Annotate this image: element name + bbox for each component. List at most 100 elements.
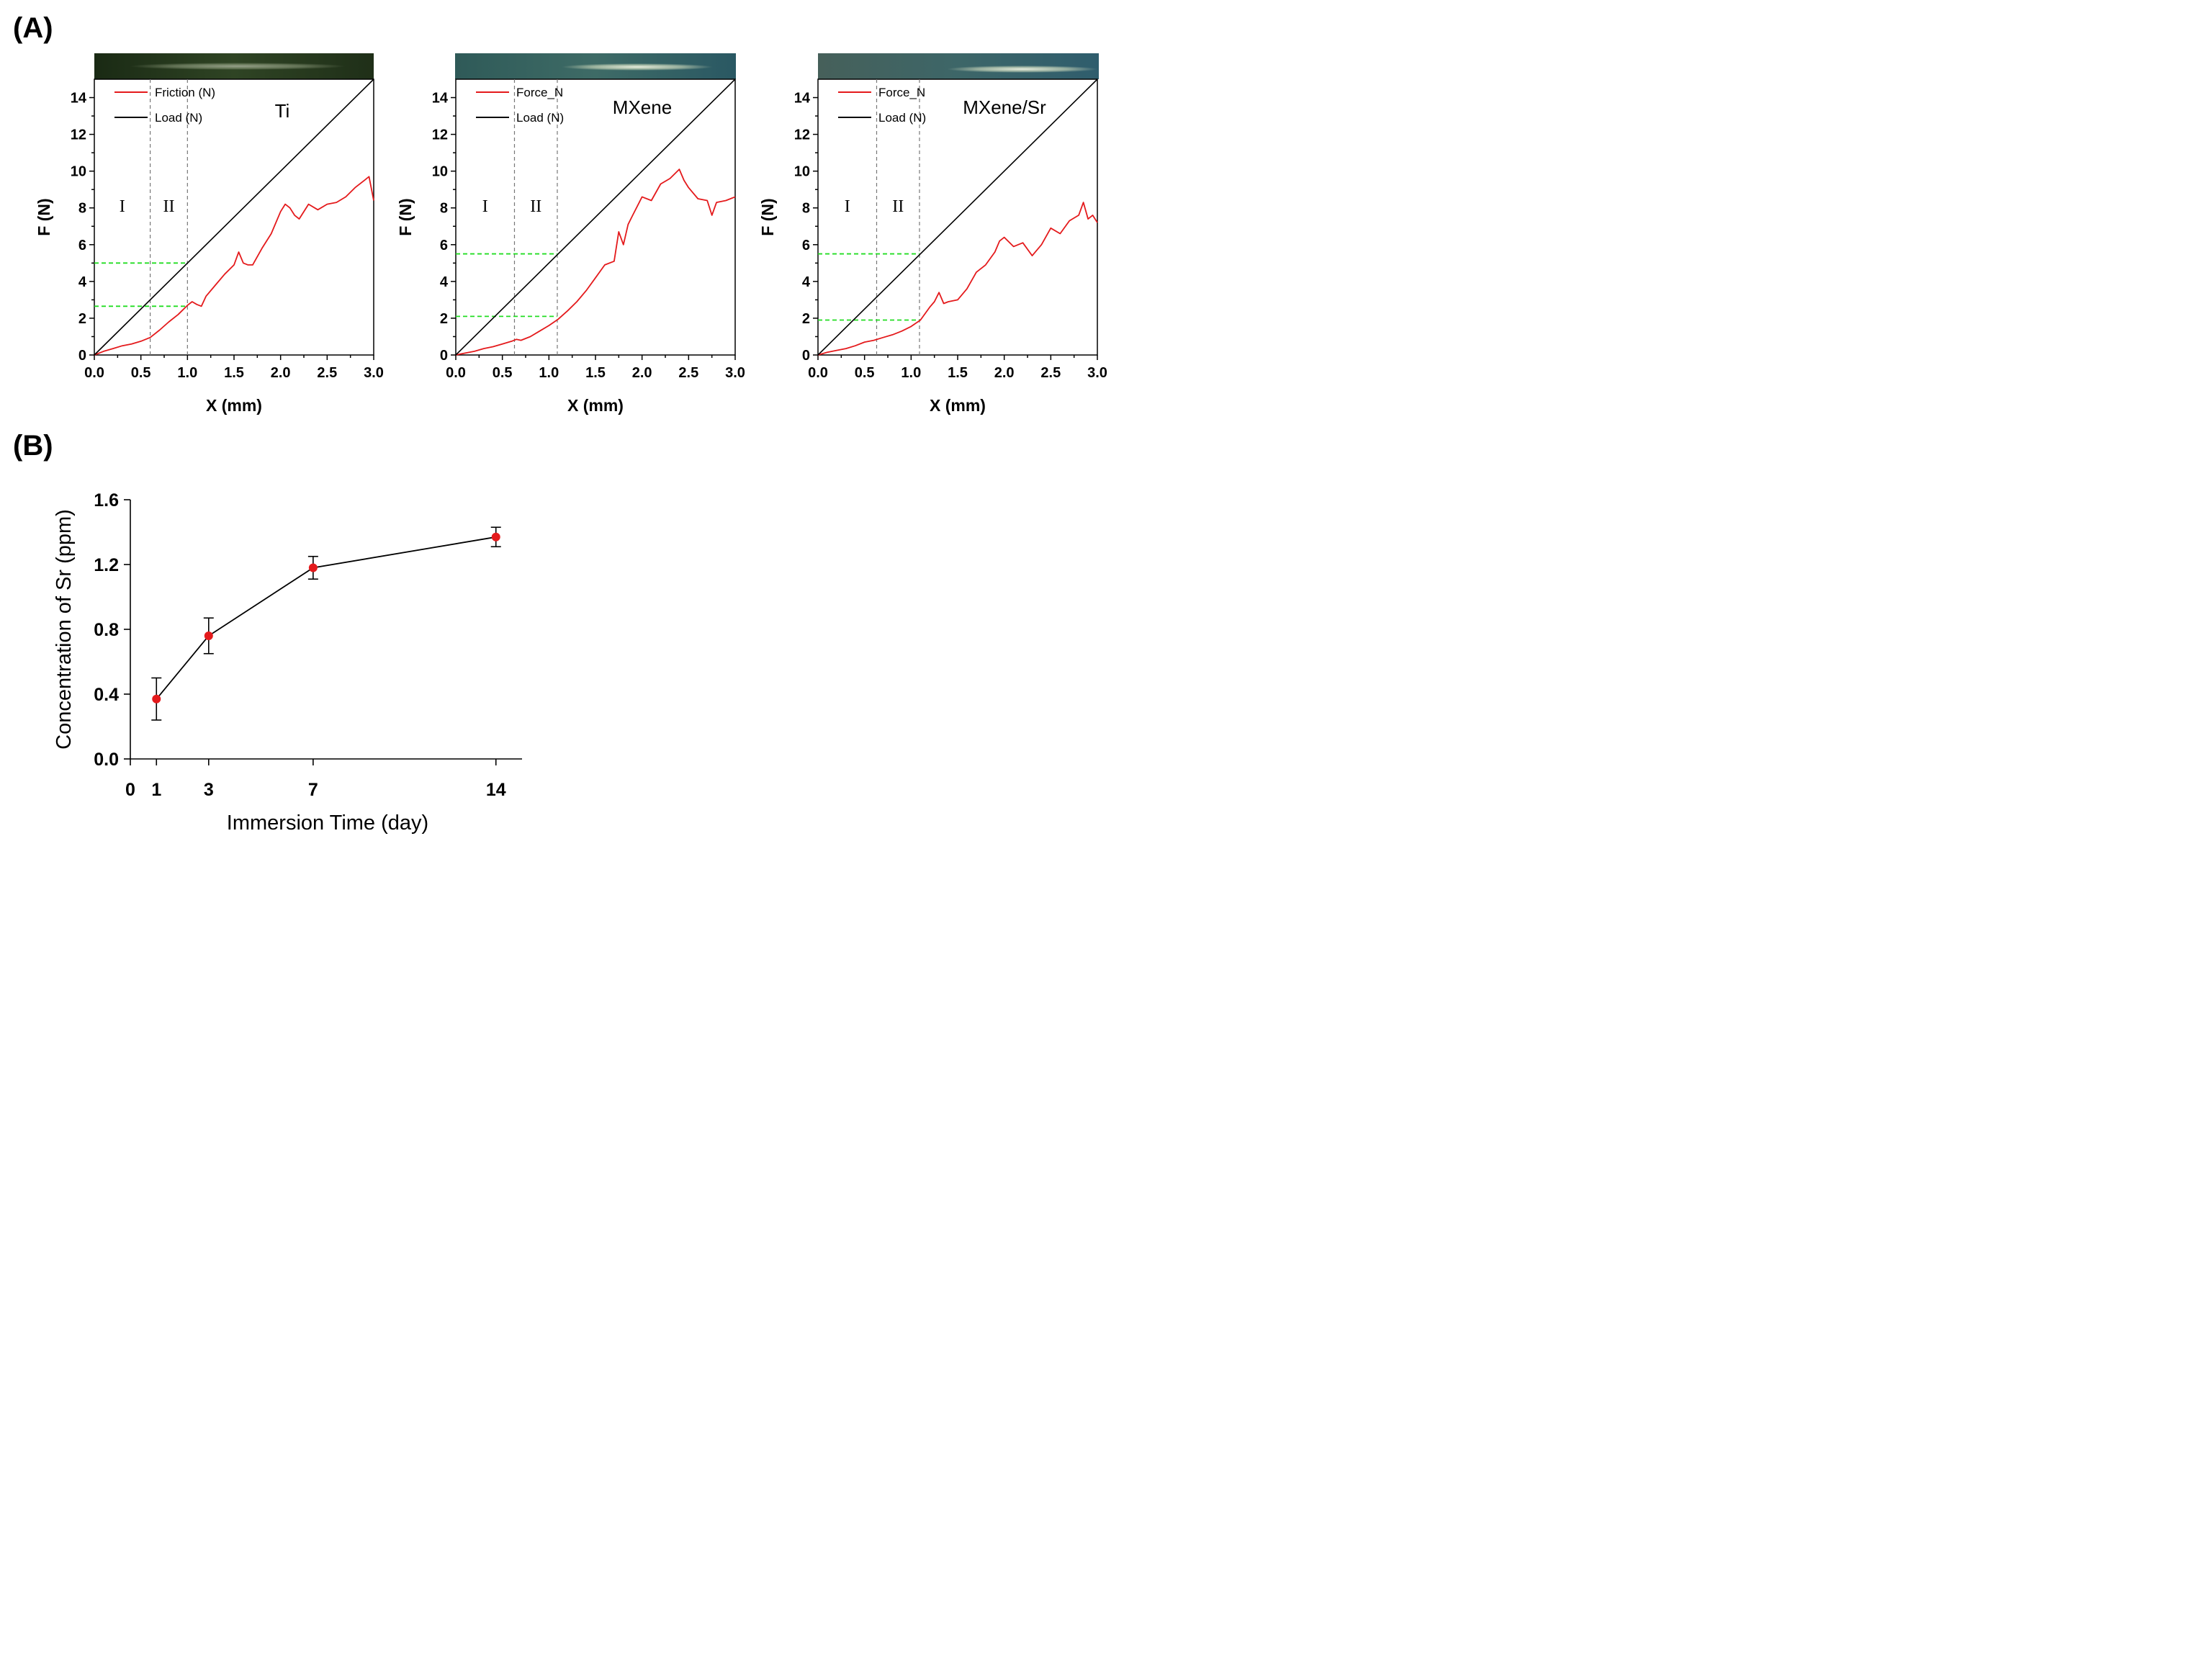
- x-tick-label: 2.0: [632, 365, 652, 381]
- x-tick-label: 2.5: [317, 365, 337, 381]
- micrograph-mxene: [455, 53, 736, 79]
- y-tick-label: 14: [71, 91, 87, 107]
- y-axis-label: F (N): [35, 198, 53, 235]
- y-tick-label: 6: [440, 238, 448, 253]
- friction-line: [817, 202, 1098, 356]
- x-tick-label: 1.5: [224, 365, 244, 381]
- y-tick-label: 4: [440, 274, 449, 290]
- y-tick-label: 0: [78, 348, 86, 364]
- y-tick-label: 8: [802, 201, 810, 217]
- region-label-ii: II: [530, 197, 541, 216]
- x-tick-label: 0.0: [446, 365, 466, 381]
- legend-label-friction: Force_N: [516, 86, 563, 99]
- data-point: [204, 631, 213, 640]
- x-tick-label: 0: [125, 780, 135, 800]
- y-tick-label: 10: [71, 164, 86, 180]
- y-tick-label: 12: [794, 127, 810, 143]
- y-tick-label: 1.2: [94, 555, 119, 575]
- load-line: [94, 78, 374, 356]
- y-tick-label: 4: [78, 274, 87, 290]
- y-axis-label: F (N): [396, 198, 415, 235]
- chart-title: MXene: [613, 96, 672, 118]
- legend-label-friction: Friction (N): [155, 86, 215, 99]
- y-tick-label: 8: [78, 201, 86, 217]
- y-tick-label: 6: [78, 238, 86, 253]
- panel-a-label: (A): [13, 12, 53, 44]
- x-tick-label: 2.0: [994, 365, 1015, 381]
- chart-title: MXene/Sr: [963, 96, 1046, 118]
- y-tick-label: 8: [440, 201, 448, 217]
- x-tick-label: 7: [308, 780, 318, 800]
- panel-b-label: (B): [13, 430, 53, 462]
- x-tick-label: 0.0: [808, 365, 828, 381]
- x-axis-label: X (mm): [930, 396, 986, 415]
- data-point: [152, 694, 161, 703]
- legend-label-load: Load (N): [155, 111, 202, 125]
- y-tick-label: 0: [440, 348, 448, 364]
- x-tick-label: 2.5: [678, 365, 698, 381]
- x-tick-label: 14: [486, 780, 506, 800]
- x-tick-label: 1.5: [585, 365, 606, 381]
- y-tick-label: 2: [802, 311, 810, 327]
- y-tick-label: 0.4: [94, 685, 119, 705]
- x-axis-label: Immersion Time (day): [227, 811, 428, 835]
- y-tick-label: 0.0: [94, 750, 119, 770]
- chart-mxene: 0 2 4 6 8 10 12 14 0.0 0.5 1.0 1.5 2.0 2.5 3.0 X (mm) F …: [396, 78, 745, 415]
- y-tick-label: 1.6: [94, 490, 119, 511]
- data-point: [308, 563, 318, 572]
- x-axis-label: X (mm): [206, 396, 262, 415]
- chart-mxene-sr: 0 2 4 6 8 10 12 14 0.0 0.5 1.0 1.5 2.0 2.5 3.0 X (mm) F …: [758, 78, 1107, 415]
- y-axis-label: Concentration of Sr (ppm): [53, 509, 76, 750]
- data-point: [491, 532, 500, 541]
- x-tick-label: 2.5: [1040, 365, 1061, 381]
- y-tick-label: 14: [794, 91, 811, 107]
- x-tick-label: 1.0: [901, 365, 921, 381]
- x-tick-label: 3: [204, 780, 214, 800]
- x-tick-label: 1.0: [539, 365, 559, 381]
- y-tick-label: 14: [432, 91, 449, 107]
- micrograph-ti: [94, 53, 374, 79]
- y-tick-label: 2: [440, 311, 448, 327]
- friction-line: [94, 176, 374, 356]
- region-label-i: I: [482, 197, 488, 216]
- y-tick-label: 10: [432, 164, 448, 180]
- y-tick-label: 0: [802, 348, 810, 364]
- region-label-i: I: [120, 197, 125, 216]
- legend-label-load: Load (N): [516, 111, 564, 125]
- y-tick-label: 12: [432, 127, 448, 143]
- x-tick-label: 3.0: [364, 365, 384, 381]
- region-label-ii: II: [163, 197, 174, 216]
- micrograph-mxene-sr: [818, 53, 1099, 79]
- y-tick-label: 6: [802, 238, 810, 253]
- x-tick-label: 3.0: [1087, 365, 1107, 381]
- legend-label-friction: Force_N: [878, 86, 925, 99]
- friction-line: [455, 168, 736, 356]
- legend-label-load: Load (N): [878, 111, 926, 125]
- x-tick-label: 1: [151, 780, 161, 800]
- x-tick-label: 0.5: [493, 365, 513, 381]
- chart-ti: 0 2 4 6 8 10 12 14 0.0 0.5 1.0 1.5 2.0 2.5 3.0 X (mm) F …: [35, 78, 384, 415]
- region-label-i: I: [845, 197, 850, 216]
- load-line: [455, 78, 736, 356]
- x-tick-label: 2.0: [271, 365, 291, 381]
- y-tick-label: 2: [78, 311, 86, 327]
- x-tick-label: 1.0: [177, 365, 197, 381]
- load-line: [817, 78, 1098, 356]
- x-tick-label: 1.5: [948, 365, 968, 381]
- chart-title: Ti: [275, 100, 290, 122]
- x-tick-label: 0.5: [855, 365, 875, 381]
- x-tick-label: 3.0: [725, 365, 745, 381]
- region-label-ii: II: [892, 197, 904, 216]
- x-tick-label: 0.5: [131, 365, 151, 381]
- x-axis-label: X (mm): [567, 396, 624, 415]
- y-tick-label: 12: [71, 127, 86, 143]
- x-tick-label: 0.0: [84, 365, 104, 381]
- y-tick-label: 0.8: [94, 620, 119, 640]
- sr-line: [156, 536, 496, 700]
- chart-sr-release: 0.0 0.4 0.8 1.2 1.6 0 1 3 7 14 Immersion Time (day…: [53, 490, 522, 835]
- y-tick-label: 4: [802, 274, 811, 290]
- y-tick-label: 10: [794, 164, 810, 180]
- y-axis-label: F (N): [758, 198, 777, 235]
